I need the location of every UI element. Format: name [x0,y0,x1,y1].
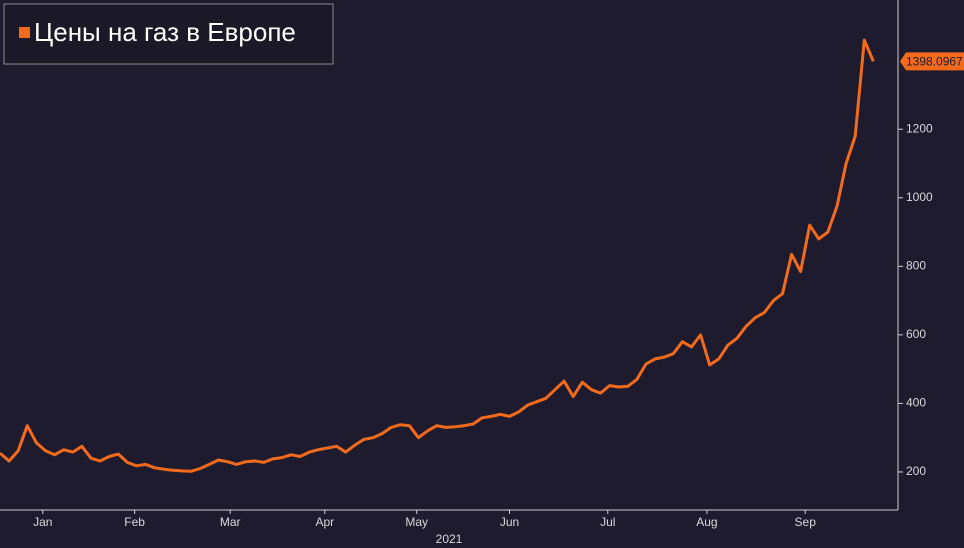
legend-label: Цены на газ в Европе [34,17,296,47]
last-value-badge [900,52,964,71]
x-tick-label: Apr [315,515,334,529]
y-tick-label: 1200 [906,121,933,135]
y-tick-label: 600 [906,327,926,341]
x-tick-label: Sep [795,515,817,529]
x-tick-label: Jun [500,515,519,529]
x-tick-label: Mar [220,515,241,529]
y-tick-label: 1000 [906,190,933,204]
legend-box [3,3,334,65]
legend-swatch [19,27,30,38]
x-tick-label: Jan [33,515,52,529]
y-tick-label: 400 [906,396,926,410]
x-tick-label: May [405,515,428,529]
y-tick-label: 200 [906,464,926,478]
x-tick-label: Jul [600,515,615,529]
x-tick-label: Feb [124,515,145,529]
line-series [0,38,875,473]
last-value-label: 1398.0967 [906,54,963,68]
x-axis-label: 2021 [436,532,463,546]
y-tick-label: 800 [906,258,926,272]
x-tick-label: Aug [696,515,717,529]
